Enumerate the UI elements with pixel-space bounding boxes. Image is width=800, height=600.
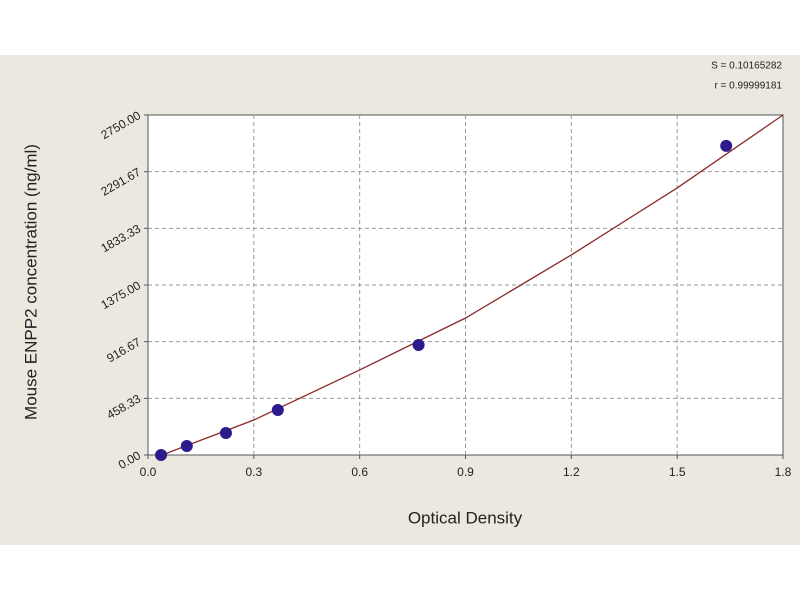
x-tick-label: 0.0 [140, 465, 157, 479]
x-axis-title: Optical Density [408, 508, 523, 527]
x-tick-label: 1.8 [775, 465, 792, 479]
y-axis-title: Mouse ENPP2 concentration (ng/ml) [21, 144, 40, 420]
data-point [219, 426, 232, 439]
fit-curve [161, 114, 784, 456]
x-tick-label: 0.3 [245, 465, 262, 479]
annotation: S = 0.10165282 [711, 61, 782, 72]
data-point [271, 403, 284, 416]
data-point [155, 449, 168, 461]
data-point [180, 439, 193, 452]
x-tick-label: 1.2 [563, 465, 580, 479]
data-point [412, 338, 425, 351]
x-tick-label: 0.6 [351, 465, 368, 479]
x-tick-label: 1.5 [669, 465, 686, 479]
annotation: r = 0.99999181 [714, 81, 782, 92]
data-point [720, 139, 733, 152]
x-tick-label: 0.9 [457, 465, 474, 479]
